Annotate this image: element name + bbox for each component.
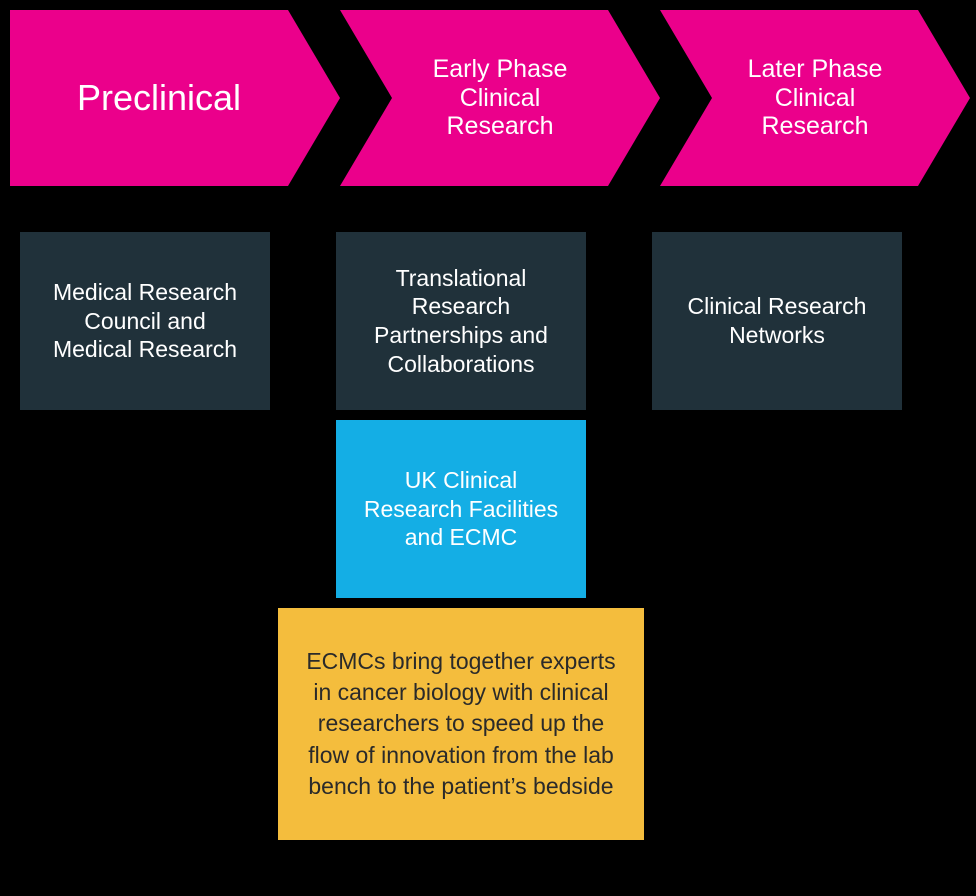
org-box-label: UK ClinicalResearch Facilitiesand ECMC <box>364 466 558 552</box>
org-box-ecmc: UK ClinicalResearch Facilitiesand ECMC <box>336 420 586 598</box>
org-box-mrc: Medical ResearchCouncil andMedical Resea… <box>20 232 270 410</box>
phase-chevron-preclinical: Preclinical <box>10 10 340 186</box>
diagram-stage: Preclinical Early PhaseClinicalResearch … <box>0 0 976 896</box>
phase-label: Preclinical <box>57 77 293 118</box>
org-box-networks: Clinical ResearchNetworks <box>652 232 902 410</box>
org-box-label: Medical ResearchCouncil andMedical Resea… <box>53 278 237 364</box>
phase-chevron-early: Early PhaseClinicalResearch <box>340 10 660 186</box>
phase-chevron-later: Later PhaseClinicalResearch <box>660 10 970 186</box>
org-box-translational: TranslationalResearchPartnerships andCol… <box>336 232 586 410</box>
ecmc-note-text: ECMCs bring together experts in cancer b… <box>302 646 620 801</box>
ecmc-note: ECMCs bring together experts in cancer b… <box>278 608 644 840</box>
phase-label: Later PhaseClinicalResearch <box>696 55 935 141</box>
phase-label: Early PhaseClinicalResearch <box>381 55 620 141</box>
org-box-label: Clinical ResearchNetworks <box>688 292 867 350</box>
org-box-label: TranslationalResearchPartnerships andCol… <box>374 264 548 379</box>
